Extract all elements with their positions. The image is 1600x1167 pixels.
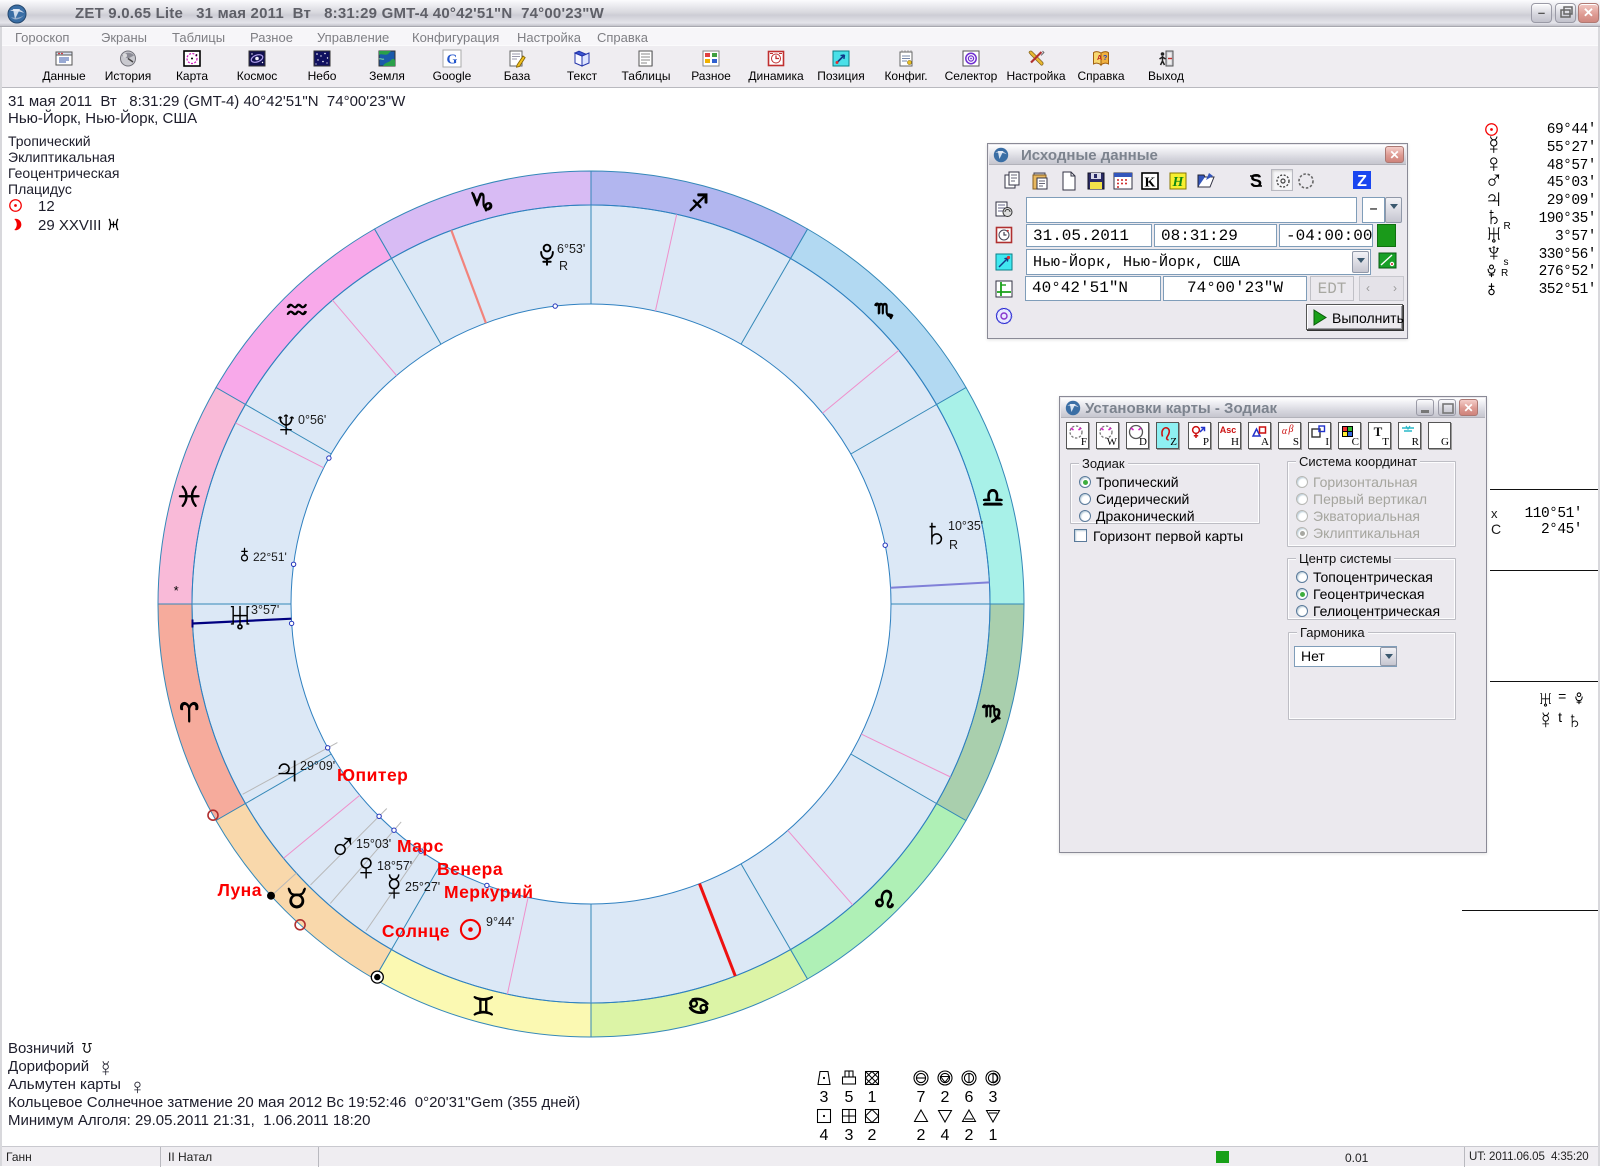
svg-text:Юпитер: Юпитер (337, 765, 408, 785)
svg-text:1: 1 (989, 1127, 998, 1144)
svg-text:2: 2 (917, 1127, 926, 1144)
svg-text:S: S (1250, 171, 1262, 191)
svg-text:R: R (949, 538, 958, 552)
svg-text:♂: ♂ (328, 825, 358, 869)
svg-text:0°56': 0°56' (298, 413, 326, 427)
svg-text:3: 3 (820, 1089, 829, 1106)
svg-text:☿: ☿ (380, 867, 409, 909)
svg-text:4: 4 (941, 1127, 950, 1144)
svg-text:Венера: Венера (437, 859, 503, 879)
svg-text:6: 6 (965, 1089, 974, 1106)
svg-text:Солнце: Солнце (382, 921, 450, 941)
svg-text:H: H (1172, 175, 1185, 190)
svg-text:4: 4 (820, 1127, 829, 1144)
svg-text:22°51': 22°51' (253, 550, 287, 564)
svg-text:18°57': 18°57' (377, 859, 412, 873)
svg-text:6°53': 6°53' (557, 242, 585, 256)
svg-text:G: G (447, 53, 458, 68)
svg-text:Марс: Марс (397, 836, 444, 856)
svg-text:Asc: Asc (1220, 425, 1237, 435)
svg-text:*: * (174, 583, 179, 598)
svg-text:♅: ♅ (225, 595, 255, 639)
svg-text:25°27': 25°27' (405, 880, 440, 894)
svg-text:2: 2 (941, 1089, 950, 1106)
svg-text:29°09': 29°09' (300, 759, 335, 773)
svg-text:15°03': 15°03' (356, 837, 391, 851)
svg-text:♄: ♄ (921, 511, 951, 555)
svg-text:3: 3 (989, 1089, 998, 1106)
svg-text:3: 3 (845, 1127, 854, 1144)
svg-text:♆: ♆ (271, 402, 301, 446)
svg-text:♀: ♀ (351, 845, 381, 889)
svg-text:Луна: Луна (218, 880, 262, 900)
svg-text:R: R (559, 259, 568, 273)
svg-text:Меркурий: Меркурий (444, 882, 533, 902)
svg-text:α: α (1282, 426, 1288, 437)
svg-text:5: 5 (845, 1089, 854, 1106)
svg-text:K: K (1145, 176, 1156, 191)
svg-text:1: 1 (868, 1089, 877, 1106)
svg-text:♃: ♃ (272, 748, 302, 792)
svg-text:A: A (1097, 55, 1102, 62)
svg-text:?: ? (1103, 55, 1107, 62)
svg-text:Z: Z (1357, 173, 1367, 190)
svg-text:3°57': 3°57' (251, 603, 279, 617)
svg-text:10°35': 10°35' (948, 519, 983, 533)
svg-text:2: 2 (965, 1127, 974, 1144)
svg-text:7: 7 (917, 1089, 926, 1106)
svg-text:2: 2 (868, 1127, 877, 1144)
svg-text:T: T (1374, 424, 1383, 439)
svg-text:β: β (1288, 424, 1294, 435)
svg-text:9°44': 9°44' (486, 915, 514, 929)
